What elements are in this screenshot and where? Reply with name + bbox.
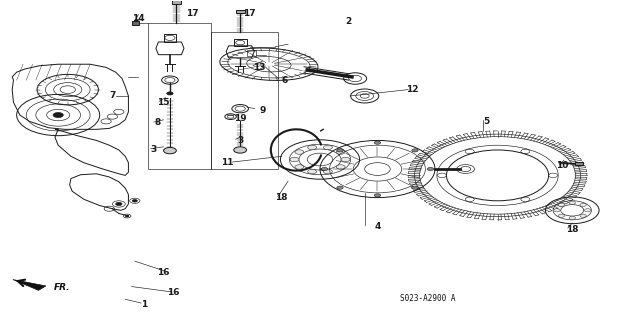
- Circle shape: [374, 194, 381, 197]
- Text: 15: 15: [157, 98, 170, 107]
- Text: 19: 19: [234, 114, 246, 123]
- Text: 13: 13: [253, 63, 266, 72]
- Circle shape: [295, 165, 304, 169]
- Bar: [132, 21, 140, 25]
- Circle shape: [558, 203, 564, 206]
- Text: 18: 18: [566, 225, 579, 234]
- Text: FR.: FR.: [54, 283, 70, 292]
- Text: 3: 3: [151, 145, 157, 154]
- Circle shape: [374, 141, 381, 144]
- Circle shape: [164, 147, 176, 154]
- Bar: [246, 50, 256, 56]
- Circle shape: [337, 186, 343, 189]
- Circle shape: [412, 149, 418, 152]
- Circle shape: [308, 169, 317, 174]
- Text: 18: 18: [275, 193, 288, 202]
- Text: S023-A2900 A: S023-A2900 A: [399, 294, 455, 303]
- Circle shape: [412, 186, 418, 189]
- Bar: [164, 34, 176, 42]
- Bar: [172, 0, 180, 4]
- Circle shape: [336, 150, 345, 154]
- Text: 14: 14: [132, 14, 144, 23]
- Circle shape: [290, 157, 299, 162]
- Text: 5: 5: [483, 117, 489, 126]
- Circle shape: [323, 145, 332, 150]
- Circle shape: [580, 214, 586, 217]
- Text: 6: 6: [282, 76, 288, 85]
- Circle shape: [132, 199, 138, 202]
- Text: 16: 16: [167, 288, 179, 297]
- Text: 17: 17: [243, 9, 256, 18]
- Circle shape: [308, 145, 317, 150]
- Bar: [575, 162, 583, 165]
- Circle shape: [554, 209, 560, 212]
- Text: 3: 3: [237, 136, 243, 145]
- Circle shape: [580, 203, 586, 206]
- Circle shape: [116, 202, 122, 205]
- Circle shape: [167, 92, 173, 95]
- Text: 9: 9: [259, 106, 266, 115]
- Text: 12: 12: [406, 85, 419, 94]
- Text: 17: 17: [186, 9, 198, 18]
- Bar: [211, 33, 278, 169]
- Bar: [148, 23, 211, 169]
- Text: 7: 7: [109, 92, 116, 100]
- Circle shape: [428, 167, 434, 171]
- Circle shape: [569, 201, 575, 204]
- Text: 2: 2: [346, 17, 352, 26]
- Circle shape: [569, 216, 575, 219]
- Circle shape: [321, 167, 328, 171]
- Text: 11: 11: [221, 158, 234, 167]
- Circle shape: [295, 150, 304, 154]
- Text: 10: 10: [557, 161, 569, 170]
- Text: 8: 8: [154, 118, 160, 128]
- Circle shape: [341, 157, 350, 162]
- Circle shape: [336, 165, 345, 169]
- Text: 4: 4: [374, 222, 381, 231]
- Circle shape: [125, 215, 129, 217]
- Polygon shape: [13, 279, 46, 290]
- Circle shape: [234, 147, 246, 153]
- Bar: [234, 39, 246, 46]
- Circle shape: [558, 214, 564, 217]
- Text: 16: 16: [157, 268, 170, 277]
- Text: 1: 1: [141, 300, 147, 308]
- Circle shape: [337, 149, 343, 152]
- Circle shape: [53, 113, 63, 118]
- Circle shape: [323, 169, 332, 174]
- Circle shape: [584, 209, 591, 212]
- Bar: [236, 10, 244, 13]
